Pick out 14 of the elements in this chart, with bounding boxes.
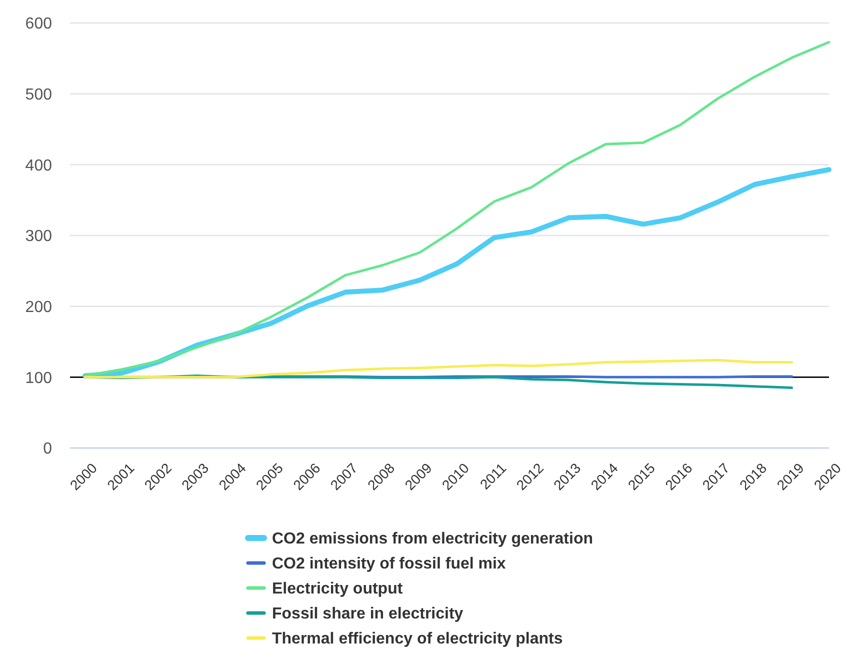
y-tick-label: 400 xyxy=(25,157,52,174)
legend-label: Fossil share in electricity xyxy=(272,606,464,623)
legend-label: CO2 emissions from electricity generation xyxy=(272,530,593,548)
legend-label: Electricity output xyxy=(272,580,404,598)
line-series xyxy=(84,358,794,378)
legend-label: CO2 intensity of fossil fuel mix xyxy=(272,556,506,573)
y-tick-label: 500 xyxy=(25,86,52,104)
y-tick-label: 100 xyxy=(25,370,52,387)
line-series xyxy=(84,40,830,377)
y-tick-label: 200 xyxy=(25,298,52,316)
y-tick-label: 0 xyxy=(43,440,52,458)
y-tick-label: 600 xyxy=(25,16,52,33)
legend-label: Thermal efficiency of electricity plants xyxy=(272,630,563,648)
y-tick-label: 300 xyxy=(25,228,52,246)
